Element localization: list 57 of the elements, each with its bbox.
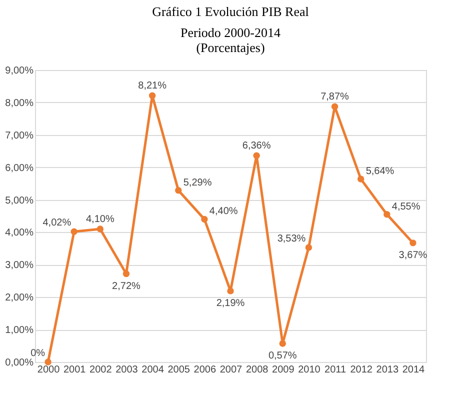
chart-subtitle: Periodo 2000-2014 (Porcentajes)	[180, 25, 282, 55]
data-label: 0,57%	[268, 350, 297, 362]
y-tick-label: 2,00%	[5, 292, 34, 304]
point	[96, 226, 104, 232]
y-tick-label: 0,00%	[5, 358, 34, 368]
x-tick-label: 2010	[298, 364, 321, 376]
point	[410, 240, 416, 246]
point	[44, 358, 52, 366]
point	[279, 340, 286, 347]
data-label: 5,64%	[366, 166, 394, 178]
data-label: 4,40%	[209, 206, 238, 218]
x-tick-label: 2011	[324, 364, 346, 376]
point	[122, 270, 130, 278]
data-label: 8,21%	[138, 80, 167, 92]
data-label: 2,19%	[216, 298, 245, 309]
y-tick-label: 5,00%	[5, 195, 34, 206]
y-tick-label: 7,00%	[5, 130, 34, 142]
data-label: 4,02%	[42, 218, 72, 229]
x-tick-label: 2004	[142, 364, 164, 376]
y-tick-label: 4,00%	[5, 228, 34, 239]
point	[384, 211, 390, 218]
x-tick-label: 2005	[168, 364, 190, 376]
point	[331, 103, 338, 110]
point	[357, 176, 364, 182]
point	[70, 228, 78, 235]
y-tick-label: 8,00%	[5, 98, 34, 109]
point	[201, 216, 208, 223]
x-tick-label: 2009	[272, 364, 295, 376]
x-tick-label: 2006	[194, 364, 216, 376]
x-tick-label: 2003	[116, 364, 138, 376]
x-tick-label: 2002	[90, 364, 112, 376]
y-tick-label: 3,00%	[5, 260, 34, 272]
data-label: 5,29%	[183, 177, 212, 188]
data-label: 2,72%	[112, 280, 141, 292]
data-label: 3,53%	[277, 233, 306, 244]
data-label: 4,55%	[392, 201, 420, 212]
point	[175, 187, 182, 194]
y-tick-label: 6,00%	[5, 162, 34, 174]
point	[305, 244, 312, 251]
x-tick-label: 2007	[220, 364, 243, 376]
y-tick-label: 9,00%	[5, 66, 34, 76]
point	[253, 152, 260, 159]
x-tick-label: 2000	[37, 364, 60, 376]
data-label: 7,87%	[320, 92, 350, 103]
point	[148, 92, 156, 99]
data-label: 4,10%	[86, 214, 114, 225]
x-tick-label: 2008	[246, 364, 269, 376]
x-tick-label: 2014	[402, 364, 426, 376]
chart-title: Gráfico 1 Evolución PIB Real	[152, 4, 310, 19]
data-label: 6,36%	[242, 140, 271, 152]
y-tick-label: 1,00%	[5, 325, 34, 336]
x-tick-label: 2001	[63, 364, 86, 376]
data-label: 3,67%	[398, 250, 428, 261]
point	[227, 288, 234, 294]
x-tick-label: 2012	[350, 364, 373, 376]
x-tick-label: 2013	[376, 364, 399, 376]
data-label: 0%	[30, 348, 46, 359]
